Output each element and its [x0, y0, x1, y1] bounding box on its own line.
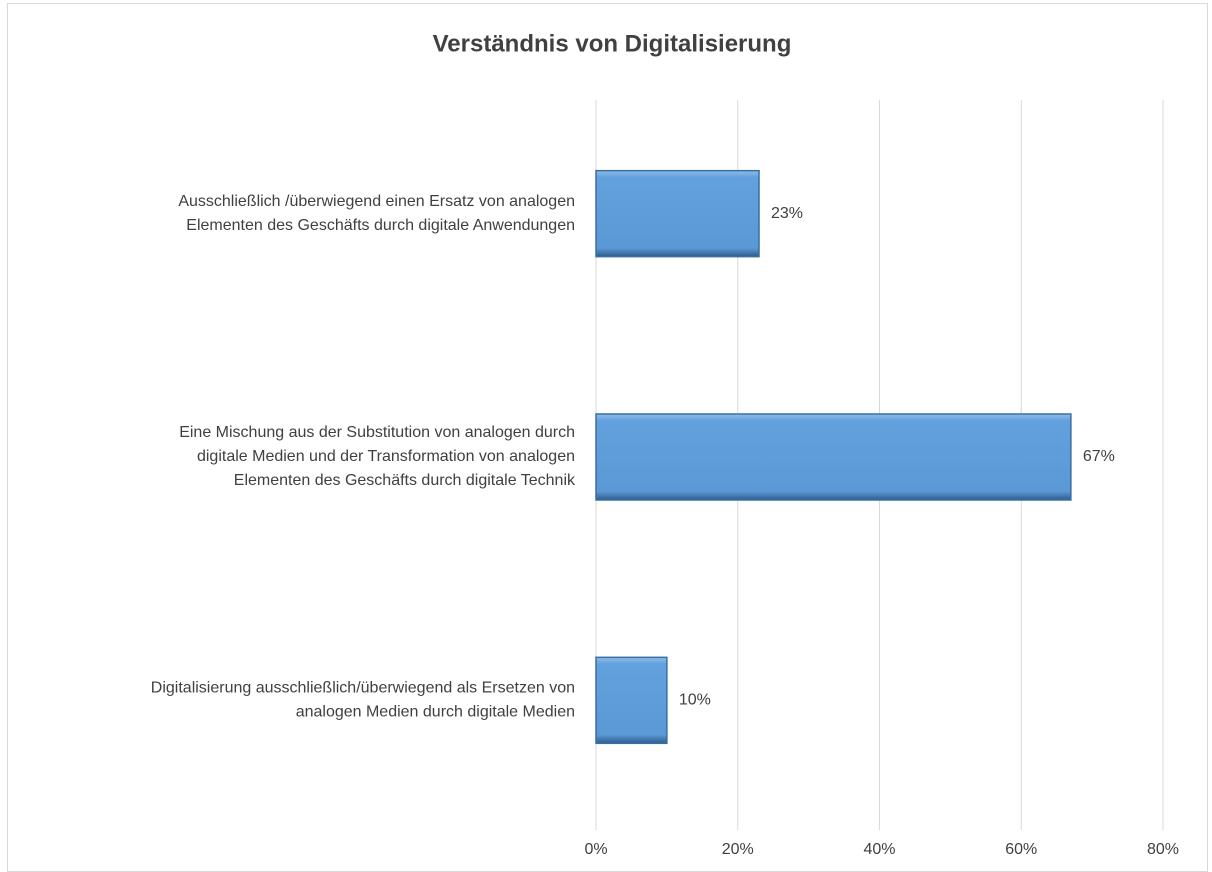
y-tick-label: Elementen des Geschäfts durch digitale A… — [186, 217, 575, 234]
chart-title: Verständnis von Digitalisierung — [433, 30, 792, 57]
data-label: 67% — [1083, 448, 1115, 465]
x-tick-label: 40% — [863, 841, 895, 858]
x-tick-label: 20% — [722, 841, 754, 858]
y-tick-label: digitale Medien und der Transformation v… — [197, 448, 575, 465]
bar — [595, 413, 1072, 501]
x-tick-label: 80% — [1147, 841, 1179, 858]
data-label: 23% — [771, 205, 803, 222]
y-tick-label: Eine Mischung aus der Substitution von a… — [179, 424, 575, 441]
x-tick-label: 0% — [584, 841, 607, 858]
bar — [595, 656, 668, 745]
bar — [595, 169, 760, 258]
y-tick-label: Digitalisierung ausschließlich/überwiege… — [151, 680, 575, 697]
y-tick-label: Ausschließlich /überwiegend einen Ersatz… — [178, 193, 575, 210]
data-label: 10% — [679, 692, 711, 709]
y-tick-label: Elementen des Geschäfts durch digitale T… — [234, 472, 576, 489]
y-tick-label: analogen Medien durch digitale Medien — [296, 704, 575, 721]
x-tick-label: 60% — [1005, 841, 1037, 858]
